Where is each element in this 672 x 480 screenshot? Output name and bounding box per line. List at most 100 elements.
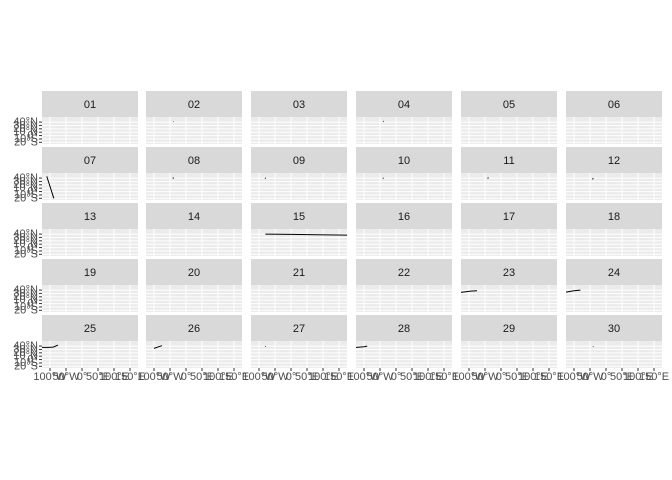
facet-panel-07: 07 40°N30°N20°N10°N0°10°S20°S	[13, 147, 138, 204]
facet-panel-23: 23	[460, 259, 557, 312]
facet-strip-label: 30	[608, 323, 620, 335]
facet-panel-14: 14	[146, 203, 242, 256]
facet-panel-area	[566, 173, 662, 200]
x-tick-label: 100°E	[99, 371, 129, 383]
gridlines	[146, 229, 242, 256]
gridlines	[356, 173, 452, 200]
facet-panel-area	[251, 173, 347, 200]
x-tick-label: 150°E	[639, 371, 669, 383]
x-tick-label: 50°E	[190, 371, 214, 383]
y-tick-label: 10°N	[13, 182, 38, 194]
gridlines	[566, 117, 662, 144]
facet-strip-label: 08	[188, 155, 200, 167]
facet-strip	[42, 203, 138, 229]
facet-strip	[356, 91, 452, 117]
facet-strip-label: 03	[293, 99, 305, 111]
facet-strip	[461, 315, 557, 341]
facet-strip-label: 23	[503, 267, 515, 279]
x-tick-label: 0°	[286, 371, 297, 383]
track-line	[592, 177, 594, 180]
x-tick-label: 150°E	[324, 371, 354, 383]
gridlines	[42, 229, 138, 256]
facet-panel-24: 24	[565, 259, 662, 312]
y-tick-label: 10°S	[14, 357, 38, 369]
facet-strip-label: 20	[188, 267, 200, 279]
y-tick-label: 30°N	[13, 175, 38, 187]
x-tick-label: 0°	[601, 371, 612, 383]
y-tick-label: 10°S	[14, 301, 38, 313]
facet-panel-area	[461, 341, 557, 368]
x-tick-label: 100°W	[242, 371, 276, 383]
facet-panel-03: 03	[251, 91, 347, 144]
facet-panel-area	[146, 341, 242, 368]
y-tick-label: 40°N	[13, 172, 38, 184]
gridlines	[251, 117, 347, 144]
x-tick-label: 50°W	[576, 371, 604, 383]
facet-panel-25: 2540°N30°N20°N10°N0°10°S20°S100°W50°W0°5…	[13, 315, 145, 383]
facet-panel-13: 13 40°N30°N20°N10°N0°10°S20°S	[13, 203, 138, 260]
facet-strip-label: 17	[503, 211, 515, 223]
track-line	[460, 290, 478, 293]
facet-strip	[42, 147, 138, 173]
facet-strip	[356, 203, 452, 229]
gridlines	[146, 117, 242, 144]
facet-strip	[42, 315, 138, 341]
x-tick-label: 100°W	[33, 371, 67, 383]
facet-strip	[251, 203, 347, 229]
x-tick-label: 100°E	[413, 371, 443, 383]
x-tick-label: 50°W	[156, 371, 184, 383]
x-tick-label: 100°E	[623, 371, 653, 383]
gridlines	[251, 173, 347, 200]
facet-strip-label: 29	[503, 323, 515, 335]
facet-panel-15: 15	[251, 203, 348, 256]
x-tick-label: 100°E	[518, 371, 548, 383]
x-tick-label: 50°W	[261, 371, 289, 383]
facet-strip-label: 19	[84, 267, 96, 279]
y-tick-label: 40°N	[13, 284, 38, 296]
facet-strip-label: 12	[608, 155, 620, 167]
facet-strip	[42, 259, 138, 285]
y-tick-label: 20°S	[14, 192, 38, 204]
facet-strip	[566, 315, 662, 341]
facet-strip-label: 05	[503, 99, 515, 111]
gridlines	[146, 285, 242, 312]
facet-panel-05: 05	[461, 91, 557, 144]
x-tick-label: 150°E	[534, 371, 564, 383]
gridlines	[146, 341, 242, 368]
gridlines	[566, 229, 662, 256]
gridlines	[461, 117, 557, 144]
facet-strip-label: 06	[608, 99, 620, 111]
x-tick-label: 100°W	[557, 371, 591, 383]
facet-panel-area	[146, 173, 242, 200]
facet-panel-area	[356, 229, 452, 256]
gridlines	[42, 341, 138, 368]
y-tick-label: 0°	[27, 242, 38, 254]
facet-panel-area	[146, 229, 242, 256]
gridlines	[146, 173, 242, 200]
y-tick-label: 40°N	[13, 228, 38, 240]
facet-panel-09: 09	[251, 147, 347, 200]
facet-panel-area	[146, 117, 242, 144]
facet-panel-06: 06	[566, 91, 662, 144]
y-tick-label: 0°	[27, 354, 38, 366]
facet-panel-area	[251, 285, 347, 312]
gridlines	[461, 341, 557, 368]
facet-strip-label: 26	[188, 323, 200, 335]
x-tick-label: 150°E	[429, 371, 459, 383]
y-tick-label: 10°S	[14, 133, 38, 145]
facet-panel-area	[42, 341, 138, 368]
gridlines	[461, 229, 557, 256]
facet-panel-17: 17	[461, 203, 557, 256]
facet-panel-22: 22	[356, 259, 452, 312]
facet-panel-area	[42, 173, 138, 200]
facet-panel-04: 04	[356, 91, 452, 144]
facet-strip-label: 18	[608, 211, 620, 223]
facet-strip	[42, 91, 138, 117]
y-tick-label: 30°N	[13, 287, 38, 299]
facet-panel-area	[356, 341, 452, 368]
facet-panel-area	[461, 173, 557, 200]
